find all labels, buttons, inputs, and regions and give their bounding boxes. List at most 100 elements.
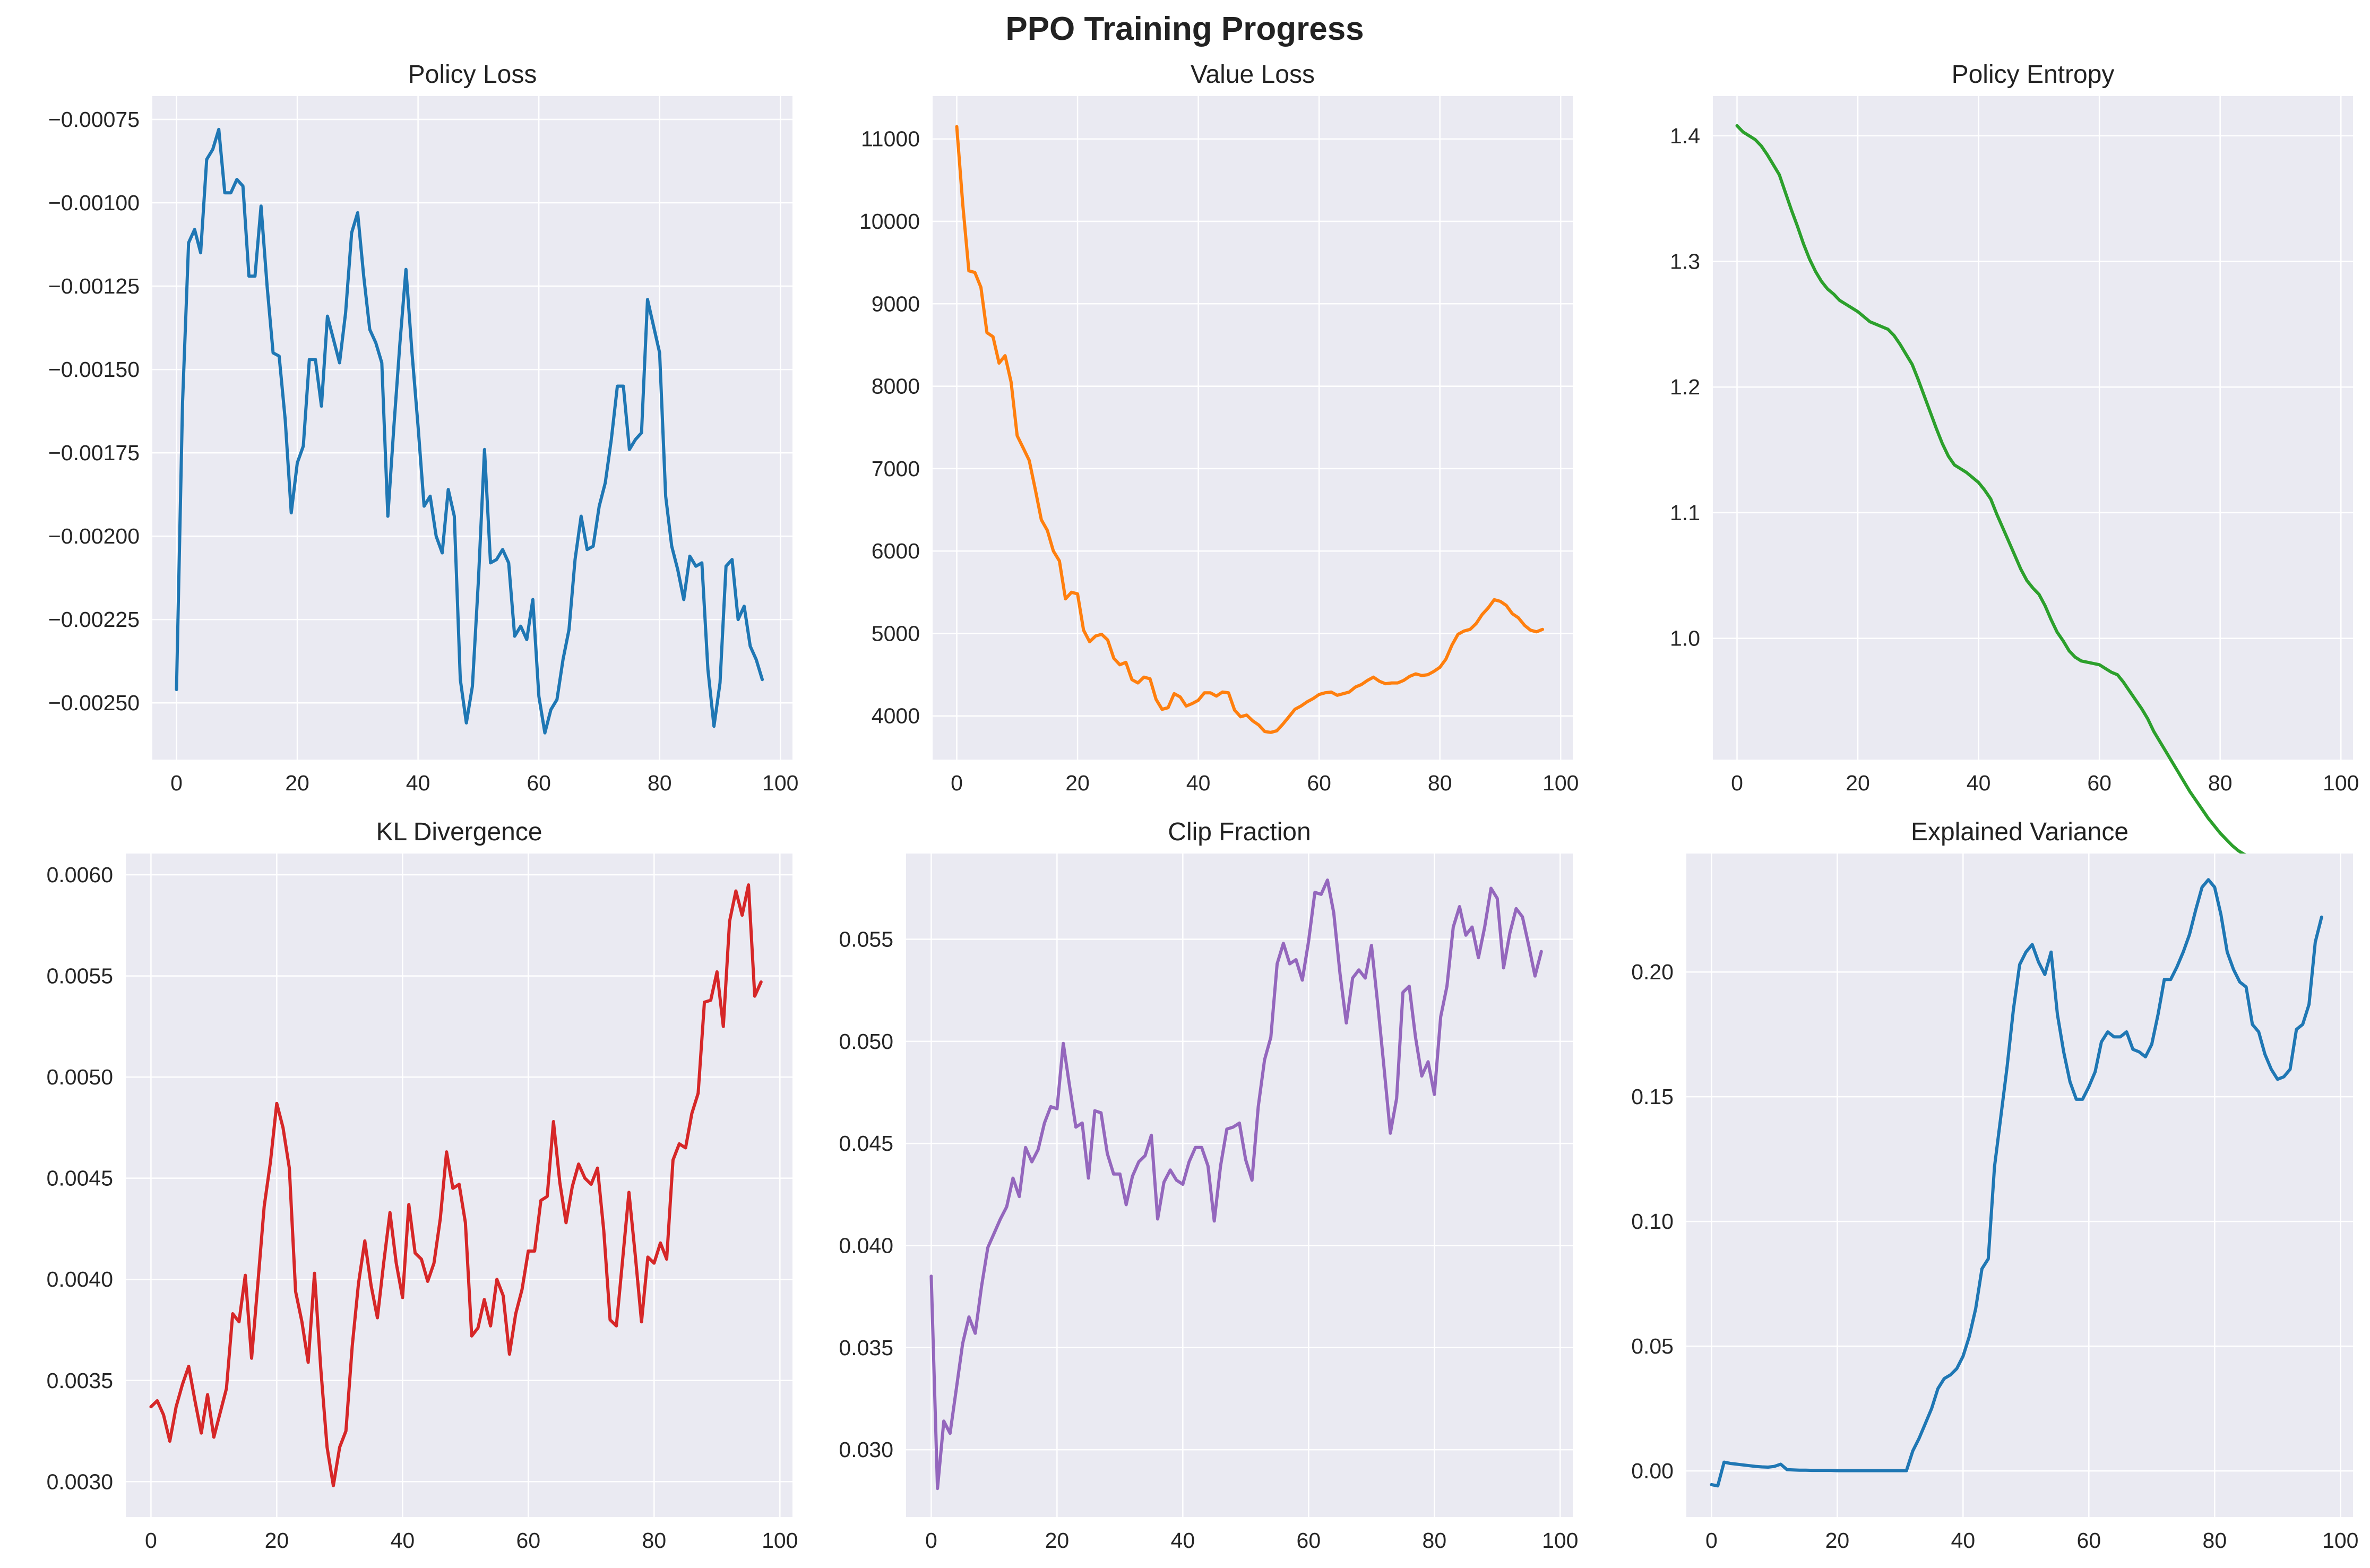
explained-variance-x-tick-label: 60 [2077, 1528, 2101, 1553]
policy-entropy-title: Policy Entropy [1952, 61, 2115, 89]
clip-fraction-x-tick-label: 60 [1297, 1528, 1321, 1553]
subplot-policy-loss: 0 20 40 60 80 100 −0.00250 −0.00225 −0.00200 −0.0… [48, 61, 799, 795]
explained-variance-y-tick-label: 0.20 [1631, 960, 1674, 984]
kl-divergence-y-tick-label: 0.0040 [47, 1267, 113, 1291]
clip-fraction-y-tick-label: 0.035 [839, 1336, 893, 1360]
policy-loss-x-tick-label: 100 [762, 771, 798, 795]
value-loss-y-tick-label: 11000 [861, 127, 920, 151]
subplot-value-loss: 0 20 40 60 80 100 4000 5000 6000 7000 8000 9000 1000… [859, 61, 1579, 795]
policy-entropy-y-tick-label: 1.4 [1670, 124, 1700, 148]
policy-loss-x-tick-label: 60 [527, 771, 551, 795]
policy-entropy-y-tick-label: 1.1 [1670, 501, 1700, 525]
kl-divergence-y-tick-label: 0.0035 [47, 1368, 113, 1393]
policy-entropy-series-line [1735, 124, 2325, 944]
value-loss-title: Value Loss [1191, 61, 1315, 89]
explained-variance-y-tick-label: 0.00 [1631, 1459, 1674, 1483]
clip-fraction-x-tick-label: 0 [925, 1528, 937, 1553]
explained-variance-x-tick-label: 40 [1951, 1528, 1976, 1553]
explained-variance-series-line [1710, 878, 2323, 1488]
policy-entropy-y-tick-label: 1.0 [1670, 626, 1700, 651]
kl-divergence-y-tick-label: 0.0050 [47, 1065, 113, 1089]
value-loss-y-tick-label: 4000 [872, 704, 920, 728]
value-loss-plot-area [933, 96, 1573, 760]
kl-divergence-y-tick-label: 0.0055 [47, 964, 113, 988]
clip-fraction-y-tick-label: 0.040 [839, 1233, 893, 1257]
value-loss-x-tick-label: 40 [1186, 771, 1211, 795]
kl-divergence-y-tick-label: 0.0030 [47, 1469, 113, 1494]
policy-loss-y-tick-label: −0.00100 [48, 191, 140, 215]
policy-loss-y-tick-label: −0.00075 [48, 107, 140, 132]
explained-variance-y-tick-label: 0.10 [1631, 1209, 1674, 1234]
clip-fraction-x-tick-label: 40 [1171, 1528, 1195, 1553]
subplot-policy-entropy: 0 20 40 60 80 100 1.0 1.1 1.2 1.3 1.4 Policy Entrop… [1670, 61, 2359, 944]
policy-loss-y-tick-label: −0.00125 [48, 274, 140, 298]
explained-variance-y-tick-label: 0.05 [1631, 1334, 1674, 1358]
policy-entropy-x-tick-label: 20 [1846, 771, 1870, 795]
value-loss-x-tick-label: 20 [1065, 771, 1090, 795]
policy-entropy-x-tick-label: 60 [2087, 771, 2112, 795]
policy-loss-y-tick-label: −0.00175 [48, 441, 140, 465]
explained-variance-x-tick-label: 100 [2322, 1528, 2358, 1553]
value-loss-y-tick-label: 7000 [872, 456, 920, 481]
subplot-explained-variance: 0 20 40 60 80 100 0.00 0.05 0.10 0.15 0.20 Explaine… [1631, 818, 2358, 1553]
explained-variance-x-tick-label: 20 [1825, 1528, 1850, 1553]
clip-fraction-x-tick-label: 20 [1045, 1528, 1070, 1553]
value-loss-y-tick-label: 5000 [872, 621, 920, 645]
kl-divergence-series-line [149, 883, 763, 1487]
value-loss-y-tick-label: 9000 [872, 291, 920, 316]
clip-fraction-y-tick-label: 0.045 [839, 1131, 893, 1156]
policy-loss-x-tick-label: 40 [406, 771, 430, 795]
clip-fraction-x-tick-label: 80 [1423, 1528, 1447, 1553]
kl-divergence-x-tick-label: 80 [642, 1528, 667, 1553]
policy-loss-plot-area [152, 96, 792, 760]
value-loss-x-tick-label: 0 [951, 771, 963, 795]
clip-fraction-x-tick-label: 100 [1542, 1528, 1578, 1553]
policy-loss-x-tick-label: 80 [648, 771, 672, 795]
value-loss-x-tick-label: 100 [1542, 771, 1579, 795]
clip-fraction-y-tick-label: 0.055 [839, 927, 893, 952]
kl-divergence-title: KL Divergence [376, 818, 542, 846]
kl-divergence-x-tick-label: 0 [145, 1528, 157, 1553]
clip-fraction-series-line [929, 878, 1543, 1491]
policy-loss-y-tick-label: −0.00150 [48, 357, 140, 382]
explained-variance-x-tick-label: 0 [1705, 1528, 1718, 1553]
value-loss-y-tick-label: 10000 [859, 209, 920, 234]
explained-variance-title: Explained Variance [1911, 818, 2128, 846]
policy-entropy-x-tick-label: 80 [2208, 771, 2233, 795]
explained-variance-y-tick-label: 0.15 [1631, 1084, 1674, 1109]
clip-fraction-plot-area [906, 854, 1573, 1517]
policy-entropy-x-tick-label: 100 [2323, 771, 2359, 795]
policy-loss-y-tick-label: −0.00250 [48, 691, 140, 715]
clip-fraction-y-tick-label: 0.030 [839, 1437, 893, 1462]
subplot-kl-divergence: 0 20 40 60 80 100 0.0030 0.0035 0.0040 0.0045 0.00… [47, 818, 798, 1553]
policy-loss-title: Policy Loss [408, 61, 537, 89]
explained-variance-plot-area [1686, 854, 2353, 1517]
value-loss-y-tick-label: 8000 [872, 374, 920, 399]
policy-loss-y-tick-label: −0.00200 [48, 524, 140, 548]
kl-divergence-x-tick-label: 100 [762, 1528, 798, 1553]
value-loss-series-line [955, 125, 1545, 734]
value-loss-x-tick-label: 80 [1428, 771, 1452, 795]
policy-loss-x-tick-label: 20 [285, 771, 309, 795]
kl-divergence-x-tick-label: 40 [391, 1528, 415, 1553]
figure-title: PPO Training Progress [1005, 11, 1364, 47]
policy-entropy-y-tick-label: 1.2 [1670, 375, 1700, 399]
policy-loss-series-line [175, 127, 764, 735]
clip-fraction-title: Clip Fraction [1168, 818, 1311, 846]
policy-entropy-x-tick-label: 0 [1731, 771, 1743, 795]
kl-divergence-x-tick-label: 60 [516, 1528, 541, 1553]
kl-divergence-y-tick-label: 0.0045 [47, 1166, 113, 1191]
policy-loss-y-tick-label: −0.00225 [48, 607, 140, 632]
value-loss-y-tick-label: 6000 [872, 539, 920, 563]
policy-entropy-y-tick-label: 1.3 [1670, 249, 1700, 273]
policy-entropy-plot-area [1713, 96, 2353, 760]
kl-divergence-x-tick-label: 20 [265, 1528, 289, 1553]
subplot-clip-fraction: 0 20 40 60 80 100 0.030 0.035 0.040 0.045 0.050 0.0… [839, 818, 1578, 1553]
explained-variance-x-tick-label: 80 [2203, 1528, 2227, 1553]
policy-entropy-x-tick-label: 40 [1967, 771, 1991, 795]
value-loss-x-tick-label: 60 [1307, 771, 1331, 795]
policy-loss-x-tick-label: 0 [170, 771, 183, 795]
clip-fraction-y-tick-label: 0.050 [839, 1029, 893, 1054]
kl-divergence-y-tick-label: 0.0060 [47, 863, 113, 887]
